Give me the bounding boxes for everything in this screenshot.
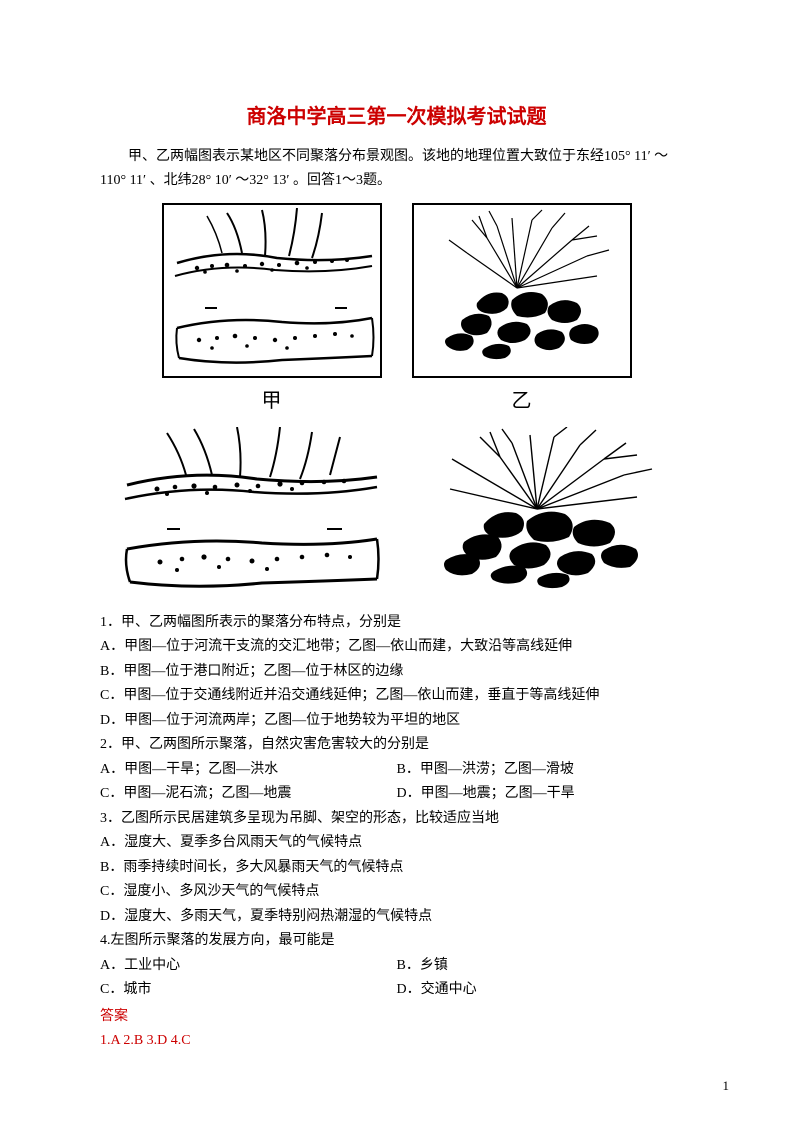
q2-opt-b: B．甲图—洪涝；乙图—滑坡 bbox=[397, 758, 694, 783]
q2-opt-c: C．甲图—泥石流；乙图—地震 bbox=[100, 782, 397, 807]
q2-opt-d: D．甲图—地震；乙图—干旱 bbox=[397, 782, 694, 807]
q1-stem: 1．甲、乙两幅图所表示的聚落分布特点，分别是 bbox=[100, 611, 693, 636]
q4-opt-a: A．工业中心 bbox=[100, 954, 397, 979]
figure-yi-label: 乙 bbox=[412, 384, 632, 413]
q1-opt-a: A．甲图—位于河流干支流的交汇地带；乙图—依山而建，大致沿等高线延伸 bbox=[100, 635, 693, 660]
intro-paragraph: 甲、乙两幅图表示某地区不同聚落分布景观图。该地的地理位置大致位于东经105° 1… bbox=[100, 145, 693, 193]
q2-opt-a: A．甲图—干旱；乙图—洪水 bbox=[100, 758, 397, 783]
q3-opt-d: D．湿度大、多雨天气，夏季特别闷热潮湿的气候特点 bbox=[100, 905, 693, 930]
figure-label-row: 甲 乙 bbox=[100, 384, 693, 413]
q2-row-1: A．甲图—干旱；乙图—洪水 B．甲图—洪涝；乙图—滑坡 bbox=[100, 758, 693, 783]
q3-opt-b: B．雨季持续时间长，多大风暴雨天气的气候特点 bbox=[100, 856, 693, 881]
q4-row-1: A．工业中心 B．乡镇 bbox=[100, 954, 693, 979]
q1-opt-d: D．甲图—位于河流两岸；乙图—位于地势较为平坦的地区 bbox=[100, 709, 693, 734]
answer-text: 1.A 2.B 3.D 4.C bbox=[100, 1029, 693, 1054]
q2-stem: 2．甲、乙两图所示聚落，自然灾害危害较大的分别是 bbox=[100, 733, 693, 758]
page-title: 商洛中学高三第一次模拟考试试题 bbox=[100, 100, 693, 129]
figure-jia-svg bbox=[167, 208, 377, 373]
q4-row-2: C．城市 D．交通中心 bbox=[100, 978, 693, 1003]
q4-opt-d: D．交通中心 bbox=[397, 978, 694, 1003]
q3-opt-c: C．湿度小、多风沙天气的气候特点 bbox=[100, 880, 693, 905]
answer-label: 答案 bbox=[100, 1005, 693, 1030]
q1-opt-c: C．甲图—位于交通线附近并沿交通线延伸；乙图—依山而建，垂直于等高线延伸 bbox=[100, 684, 693, 709]
figure-jia-open bbox=[122, 427, 382, 597]
q4-opt-b: B．乡镇 bbox=[397, 954, 694, 979]
q3-stem: 3．乙图所示民居建筑多呈现为吊脚、架空的形态，比较适应当地 bbox=[100, 807, 693, 832]
q4-stem: 4.左图所示聚落的发展方向，最可能是 bbox=[100, 929, 693, 954]
figure-row-open bbox=[100, 427, 693, 597]
q2-row-2: C．甲图—泥石流；乙图—地震 D．甲图—地震；乙图—干旱 bbox=[100, 782, 693, 807]
figure-jia-box bbox=[162, 203, 382, 378]
q1-opt-b: B．甲图—位于港口附近；乙图—位于林区的边缘 bbox=[100, 660, 693, 685]
figure-yi-open bbox=[412, 427, 672, 597]
figure-yi-open-svg bbox=[412, 427, 672, 597]
q4-opt-c: C．城市 bbox=[100, 978, 397, 1003]
page-number: 1 bbox=[723, 1078, 730, 1094]
figure-row-boxed bbox=[100, 203, 693, 378]
figure-yi-svg bbox=[417, 208, 627, 373]
figure-yi-box bbox=[412, 203, 632, 378]
title-text: 商洛中学高三第一次模拟考试试题 bbox=[247, 106, 547, 128]
question-block: 1．甲、乙两幅图所表示的聚落分布特点，分别是 A．甲图—位于河流干支流的交汇地带… bbox=[100, 611, 693, 1054]
q3-opt-a: A．湿度大、夏季多台风雨天气的气候特点 bbox=[100, 831, 693, 856]
figure-jia-label: 甲 bbox=[162, 384, 382, 413]
figure-jia-open-svg bbox=[122, 427, 382, 597]
